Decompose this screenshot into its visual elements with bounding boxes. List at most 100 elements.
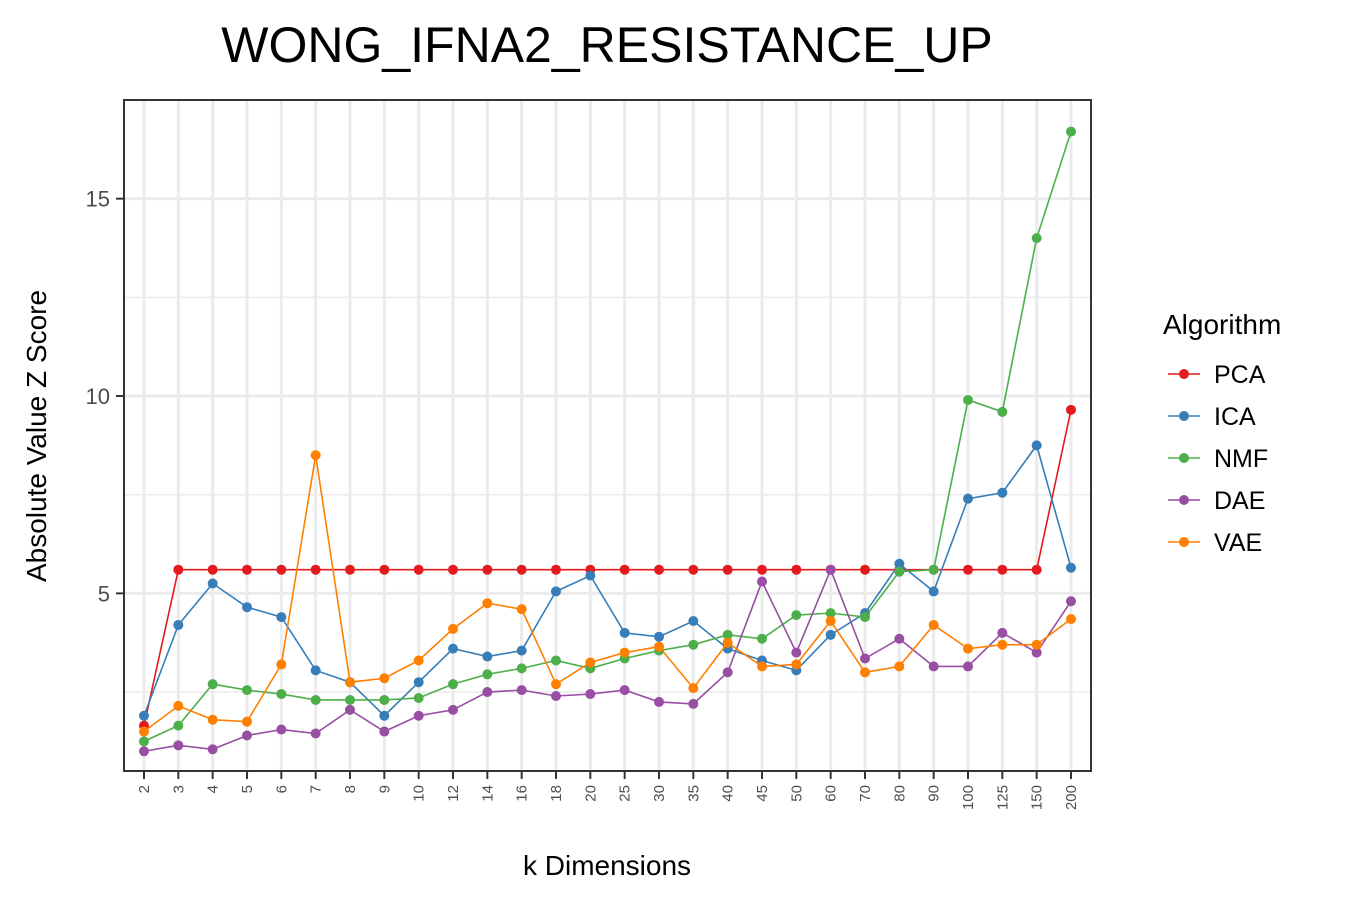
- data-point: [894, 633, 905, 644]
- data-point: [482, 687, 493, 698]
- y-tick-label: 5: [98, 581, 110, 606]
- x-tick-label: 5: [239, 785, 256, 793]
- x-tick-label: 100: [960, 785, 977, 810]
- data-point: [482, 669, 493, 680]
- x-tick-label: 30: [651, 785, 668, 802]
- data-point: [860, 564, 870, 575]
- data-point: [894, 566, 905, 577]
- data-point: [139, 726, 149, 737]
- data-point: [757, 661, 767, 672]
- data-point: [207, 714, 218, 725]
- x-tick-label: 70: [857, 785, 874, 802]
- data-point: [963, 493, 973, 504]
- data-point: [516, 685, 527, 696]
- data-point: [619, 647, 630, 658]
- data-point: [722, 667, 733, 678]
- data-point: [516, 564, 527, 575]
- data-point: [551, 691, 561, 702]
- data-point: [207, 564, 218, 575]
- data-point: [791, 659, 802, 670]
- x-tick-label: 50: [788, 785, 805, 802]
- data-point: [207, 679, 218, 690]
- series-layer: [139, 126, 1076, 757]
- data-point: [757, 564, 767, 575]
- data-point: [791, 564, 802, 575]
- x-tick-label: 18: [548, 785, 565, 802]
- data-point: [688, 616, 699, 627]
- data-point: [379, 673, 390, 684]
- data-point: [791, 610, 802, 621]
- data-point: [928, 564, 939, 575]
- series-vae: [139, 450, 1076, 737]
- legend-key-point: [1179, 537, 1189, 547]
- x-tick-label: 2: [136, 785, 153, 793]
- data-point: [516, 663, 527, 674]
- x-tick-label: 125: [994, 785, 1011, 810]
- data-point: [619, 564, 630, 575]
- data-point: [654, 631, 664, 642]
- data-point: [379, 694, 390, 705]
- data-point: [482, 564, 493, 575]
- data-point: [482, 651, 493, 662]
- y-axis: 5 10 15: [86, 187, 124, 606]
- chart-title: WONG_IFNA2_RESISTANCE_UP: [221, 17, 992, 73]
- data-point: [894, 661, 905, 672]
- data-point: [173, 619, 184, 630]
- data-point: [448, 623, 458, 634]
- legend-label: DAE: [1214, 487, 1265, 515]
- data-point: [1031, 639, 1042, 650]
- data-point: [551, 586, 561, 597]
- data-point: [448, 564, 458, 575]
- data-point: [276, 612, 287, 623]
- data-point: [894, 558, 905, 569]
- data-point: [928, 619, 939, 630]
- series-line: [143, 443, 1072, 717]
- data-point: [688, 564, 699, 575]
- data-point: [516, 604, 527, 615]
- series-line: [143, 567, 1072, 753]
- data-point: [654, 641, 664, 652]
- x-tick-label: 6: [273, 785, 290, 793]
- data-point: [757, 576, 767, 587]
- data-point: [1031, 233, 1042, 244]
- data-point: [551, 679, 561, 690]
- data-point: [173, 740, 184, 751]
- data-point: [310, 728, 321, 739]
- data-point: [310, 564, 321, 575]
- data-point: [963, 394, 973, 405]
- data-point: [1066, 562, 1076, 573]
- data-point: [413, 655, 424, 666]
- data-point: [276, 659, 287, 670]
- data-point: [207, 578, 218, 589]
- data-point: [379, 710, 390, 721]
- legend-key-point: [1179, 453, 1189, 463]
- data-point: [997, 639, 1008, 650]
- series-line: [143, 409, 1072, 726]
- legend-item-ica: ICA: [1168, 403, 1256, 431]
- series-dae: [139, 564, 1076, 757]
- data-point: [242, 685, 252, 696]
- legend-item-vae: VAE: [1168, 529, 1262, 557]
- data-point: [688, 683, 699, 694]
- data-point: [860, 667, 870, 678]
- x-tick-label: 80: [891, 785, 908, 802]
- data-point: [757, 633, 767, 644]
- data-point: [1031, 647, 1042, 658]
- data-point: [585, 657, 596, 668]
- data-point: [997, 564, 1008, 575]
- y-tick-label: 15: [86, 187, 110, 212]
- data-point: [722, 637, 733, 648]
- x-tick-label: 20: [582, 785, 599, 802]
- data-point: [619, 685, 630, 696]
- data-point: [860, 653, 870, 664]
- data-point: [928, 586, 939, 597]
- data-point: [1066, 614, 1076, 625]
- data-point: [448, 679, 458, 690]
- x-tick-label: 14: [479, 785, 496, 802]
- data-point: [722, 629, 733, 640]
- legend-key-point: [1179, 369, 1189, 379]
- data-point: [654, 696, 664, 707]
- x-tick-label: 10: [411, 785, 428, 802]
- legend-item-nmf: NMF: [1168, 445, 1268, 473]
